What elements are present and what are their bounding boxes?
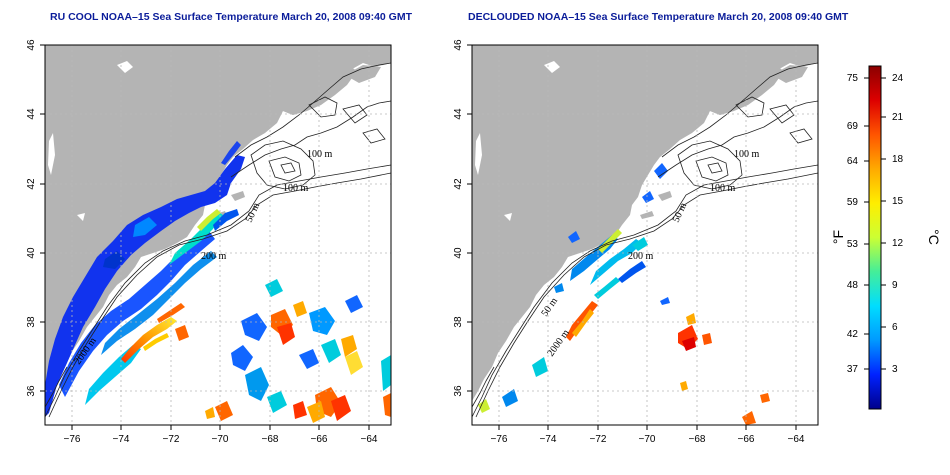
map-title-left: RU COOL NOAA–15 Sea Surface Temperature … [50,11,413,23]
celsius-tick: 18 [892,154,904,165]
fahrenheit-tick: 53 [847,239,859,250]
celsius-tick: 9 [892,280,898,291]
lat-tick-label: 40 [26,247,37,259]
contour-label-left-4: 200 m [201,251,227,262]
lat-tick-label: 38 [453,316,464,328]
lat-tick-label: 42 [453,178,464,190]
fahrenheit-axis-label: °F [830,230,846,244]
lon-tick-label: −70 [212,434,229,445]
fahrenheit-tick: 59 [847,197,859,208]
lon-tick-label: −68 [262,434,279,445]
celsius-tick: 15 [892,196,904,207]
contour-label-left-1: 100 m [307,149,333,160]
celsius-tick: 24 [892,73,904,84]
colorbar-gradient [868,65,882,410]
lon-tick-label: −66 [738,434,755,445]
lon-tick-label: −70 [639,434,656,445]
contour-label-left-2: 100 m [283,183,309,194]
grid-left [45,44,391,425]
grid-right [472,44,818,425]
map-right: 100 m 100 m 50 m 200 m 50 m 2000 m [471,44,819,426]
contour-label-right-2: 100 m [710,183,736,194]
celsius-tick: 6 [892,322,898,333]
fahrenheit-tick: 42 [847,329,859,340]
lat-tick-label: 46 [453,39,464,51]
lat-tick-label: 44 [453,108,464,120]
celsius-axis-label: °C [926,229,942,245]
lon-tick-label: −76 [64,434,81,445]
fahrenheit-tick: 48 [847,280,859,291]
axes-right: −76 −74 −72 −70 −68 −66 −64 36 38 40 42 … [453,39,805,445]
lat-tick-label: 44 [26,108,37,120]
fahrenheit-tick: 75 [847,73,859,84]
celsius-tick: 21 [892,112,904,123]
map-title-right: DECLOUDED NOAA–15 Sea Surface Temperatur… [468,11,849,23]
fahrenheit-tick: 69 [847,121,859,132]
axes-left: −76 −74 −72 −70 −68 −66 −64 36 38 40 42 … [26,39,378,445]
contour-label-right-1: 100 m [734,149,760,160]
lon-tick-label: −66 [311,434,328,445]
map-frame-left [44,44,392,426]
fahrenheit-tick: 37 [847,364,859,375]
celsius-tick: 3 [892,364,898,375]
lat-tick-label: 42 [26,178,37,190]
lat-tick-label: 38 [26,316,37,328]
fahrenheit-tick: 64 [847,156,859,167]
lon-tick-label: −74 [540,434,557,445]
colorbar: 75 69 64 59 53 48 42 37 24 21 18 15 12 9… [830,65,942,410]
lon-tick-label: −74 [113,434,130,445]
lon-tick-label: −68 [689,434,706,445]
lon-tick-label: −72 [163,434,180,445]
lat-tick-label: 36 [453,385,464,397]
lon-tick-label: −64 [361,434,378,445]
lon-tick-label: −76 [491,434,508,445]
map-left: 100 m 100 m 50 m 200 m 2000 m [44,44,392,426]
celsius-tick: 12 [892,238,904,249]
lon-tick-label: −72 [590,434,607,445]
lat-tick-label: 46 [26,39,37,51]
contour-label-right-4: 200 m [628,251,654,262]
lat-tick-label: 40 [453,247,464,259]
lat-tick-label: 36 [26,385,37,397]
map-frame-right [471,44,819,426]
lon-tick-label: −64 [788,434,805,445]
